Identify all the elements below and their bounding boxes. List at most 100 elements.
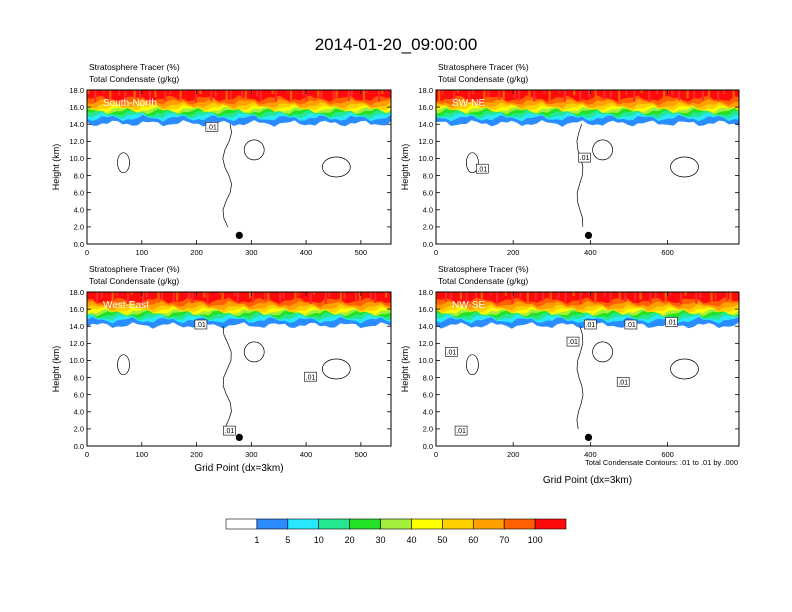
tracer-streak [693,90,696,99]
tracer-streak [309,292,312,304]
contour-label: .01 [194,319,208,330]
panel-name: NW-SE [452,300,485,311]
x-tick-label: 0 [85,248,89,257]
tracer-streak [133,90,136,98]
tracer-streak [669,292,672,296]
colorbar-label: 20 [345,535,355,545]
tracer-streak [130,292,133,295]
colorbar-box [287,518,320,530]
tracer-streak [695,292,698,304]
tracer-streak [157,292,160,303]
colorbar-box [503,518,536,530]
condensate-contour [222,326,232,430]
tracer-streak [96,292,99,303]
svg-text:.01: .01 [207,124,217,131]
tracer-streak [603,90,606,100]
tracer-streak [118,90,121,96]
x-axis: 0 100 200 300 400 500 [85,90,367,257]
tracer-streak [194,90,198,102]
tracer-streak [717,90,720,102]
panel-sw-ne: Stratosphere Tracer (%) Total Condensate … [400,62,740,257]
colorbar-label: 30 [375,535,385,545]
panel-label-tracer: Stratosphere Tracer (%) [438,264,529,274]
panel-label-tracer: Stratosphere Tracer (%) [438,62,529,72]
svg-text:.01: .01 [447,350,457,357]
tracer-streak [358,292,361,302]
tracer-field [436,292,739,446]
y-axis: 0.0 2.0 4.0 6.0 8.0 10.0 12.0 14.0 16.0 18.0 [69,86,391,249]
y-tick-label: 12.0 [69,137,84,146]
y-axis-label: Height (km) [400,144,410,191]
tracer-streak [154,90,157,98]
tracer-streak [240,90,244,99]
y-tick-label: 14.0 [69,120,84,129]
tracer-streak [534,292,537,301]
tracer-streak [722,90,726,95]
y-tick-label: 14.0 [418,322,433,331]
panel-label-condensate: Total Condensate (g/kg) [89,276,179,286]
tracer-streak [519,292,522,299]
colorbar-label: 40 [406,535,416,545]
y-tick-label: 8.0 [74,171,84,180]
tracer-streak [305,90,308,101]
panel-nw-se: Stratosphere Tracer (%) Total Condensate … [400,264,740,486]
tracer-streak [385,292,388,298]
tracer-streak [549,292,552,303]
tracer-streak [248,292,252,299]
x-axis-label: Grid Point (dx=3km) [543,475,632,486]
tracer-streak [236,292,239,304]
contour-label: .01 [304,371,317,382]
panels: Stratosphere Tracer (%) Total Condensate … [51,62,740,486]
y-tick-label: 2.0 [423,223,433,232]
y-tick-label: 18.0 [418,86,433,95]
tracer-streak [148,90,151,100]
tracer-streak [161,292,164,300]
tracer-streak [94,90,97,102]
panel-label-tracer: Stratosphere Tracer (%) [89,264,180,274]
x-axis-label: Grid Point (dx=3km) [194,463,283,474]
y-axis-label: Height (km) [400,346,410,393]
tracer-streak [472,90,475,95]
tracer-streak [625,90,628,96]
panel-west-east: Stratosphere Tracer (%) Total Condensate … [51,264,392,474]
tracer-streak [502,90,505,99]
tracer-streak [259,90,262,102]
y-tick-label: 10.0 [418,356,433,365]
x-tick-label: 500 [355,450,368,459]
tracer-streak [526,292,529,303]
y-axis: 0.0 2.0 4.0 6.0 8.0 10.0 12.0 14.0 16.0 18.0 [69,288,391,451]
tracer-streak [267,292,270,301]
tracer-streak [686,90,689,99]
x-tick-label: 400 [584,450,597,459]
condensate-contour [321,358,351,380]
tracer-streak [100,292,103,299]
x-tick-label: 100 [136,450,149,459]
y-tick-label: 6.0 [423,188,433,197]
tracer-streak [634,292,637,302]
colorbar: 1 5 10 20 30 40 50 60 70 100 [225,518,567,545]
tracer-streak [203,292,206,298]
x-tick-label: 200 [190,248,203,257]
y-tick-label: 4.0 [423,408,433,417]
tracer-streak [618,292,621,300]
tracer-streak [335,90,338,98]
panel-name: South-North [103,98,157,109]
tracer-streak [664,292,667,304]
plot-frame [435,89,740,245]
tracer-streak [548,90,551,102]
tracer-streak [87,90,90,94]
y-tick-label: 12.0 [69,339,84,348]
x-tick-label: 0 [85,450,89,459]
tracer-streak [624,292,627,302]
y-tick-label: 16.0 [418,103,433,112]
tracer-streak [579,90,582,101]
tracer-streak [594,292,597,304]
location-marker [584,433,593,441]
tracer-streak [456,90,459,93]
x-axis: 0 100 200 300 400 500 [85,292,367,459]
condensate-contour [243,139,265,161]
tracer-streak [297,292,300,297]
plot-frame [435,291,740,447]
y-tick-label: 10.0 [69,356,84,365]
panel-label-tracer: Stratosphere Tracer (%) [89,62,180,72]
